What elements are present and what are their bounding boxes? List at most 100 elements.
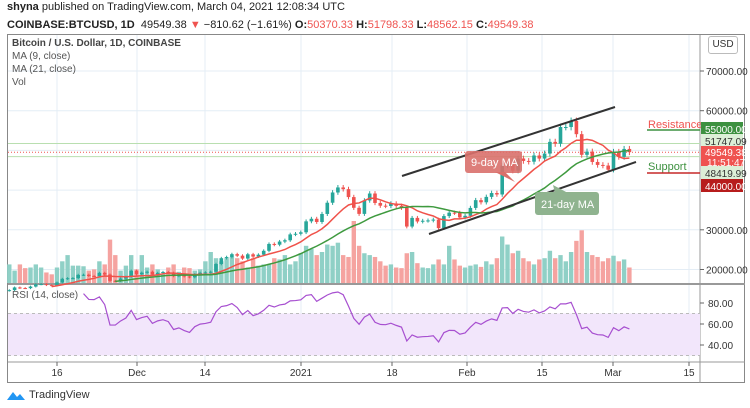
candle-body [383,205,388,207]
candle-body [161,272,165,274]
candle-body [60,278,65,283]
volume-bar [303,245,309,283]
volume-bar [521,258,526,283]
time-tick-label: 14 [199,368,211,379]
ma9-line [51,138,630,288]
legend-ma9[interactable]: MA (9, close) [12,51,71,62]
upper-level-price-tag-bg [701,134,743,147]
volume-bar [351,221,356,283]
volume-bar [23,268,28,283]
volume-bar [441,264,447,283]
volume-bar [139,255,144,283]
candle-body [28,286,33,289]
open-label: O: [294,19,308,31]
ma9-callout-pointer [495,172,515,182]
candle-body [585,151,589,155]
candle-body [108,274,112,281]
volume-bar [420,267,425,283]
last-price: 49549.38 [140,19,187,31]
legend-ma21[interactable]: MA (21, close) [12,64,76,75]
volume-bar [558,255,563,283]
volume-bar [568,252,574,283]
price-tick-label: 60000.00 [706,107,748,118]
candle-body [203,272,208,274]
candle-body [299,232,303,234]
candle-body [309,218,314,222]
candle-body [564,127,568,129]
volume-bar [335,242,341,283]
candle-body [208,271,213,273]
candle-body [341,187,345,190]
time-tick-label: 16 [51,368,63,379]
candle-body [267,243,271,251]
price-change: −810.62 (−1.61%) [203,19,292,31]
volume-bar [176,271,182,283]
volume-bar [256,265,261,283]
candle-body [7,290,12,292]
volume-bar [494,258,500,283]
candle-body [150,271,155,275]
candle-body [617,151,621,157]
volume-bar [65,255,70,283]
lower-level-price-tag: 48419.99 [705,169,747,180]
tradingview-logo[interactable]: TradingView [6,389,90,401]
candle-body [463,215,467,218]
volume-bar [595,256,600,283]
upper-level-price-tag: 51747.09 [705,137,747,148]
rsi-line [83,291,630,343]
volume-bar [224,258,229,283]
volume-bar [531,264,537,283]
legend-vol[interactable]: Vol [12,77,26,88]
volume-bar [282,255,288,283]
candle-body [436,219,441,229]
volume-bar [356,245,362,283]
resistance-price-tag-bg [701,122,743,135]
candle-body [484,196,489,203]
volume-bar [367,255,372,283]
candle-body [140,272,144,275]
volume-bar [542,258,547,283]
candle-body [124,276,128,279]
volume-bar [33,264,38,283]
candle-body [261,250,266,255]
rsi-label: RSI (14, close) [12,290,78,301]
candle-body [452,212,457,214]
volume-bar [293,261,298,283]
volume-bar [160,273,166,283]
low-label: L: [416,19,428,31]
bar-countdown: 11:51:47 [707,158,746,169]
currency-button[interactable]: USD [708,36,738,54]
volume-bar [590,255,595,283]
volume-bar [616,261,621,283]
candle-body [558,127,563,144]
candle-body [479,200,483,203]
candle-body [405,207,409,227]
candle-body [293,233,298,235]
candle-body [283,240,287,242]
rsi-tick-label: 40.00 [708,341,733,352]
candle-body [171,272,176,277]
volume-bar [473,264,478,283]
volume-bar [584,252,590,283]
volume-bar [409,252,415,283]
volume-bar [325,244,330,283]
volume-bar [457,265,462,283]
support-label: Support [648,161,687,173]
candle-body [420,220,425,222]
open-value: 50370.33 [307,19,354,31]
candle-body [251,254,255,257]
volume-bar [606,258,611,283]
volume-bar [510,253,515,283]
candle-body [118,278,123,281]
volume-bar [500,236,505,283]
volume-bar [250,258,256,283]
candle-body [230,254,234,258]
candle-body [473,200,478,208]
volume-bar [346,256,351,283]
volume-bar [208,252,213,283]
time-tick-label: Dec [128,368,146,379]
volume-bar [70,265,76,283]
candle-body [325,202,330,214]
candle-body [256,254,261,257]
